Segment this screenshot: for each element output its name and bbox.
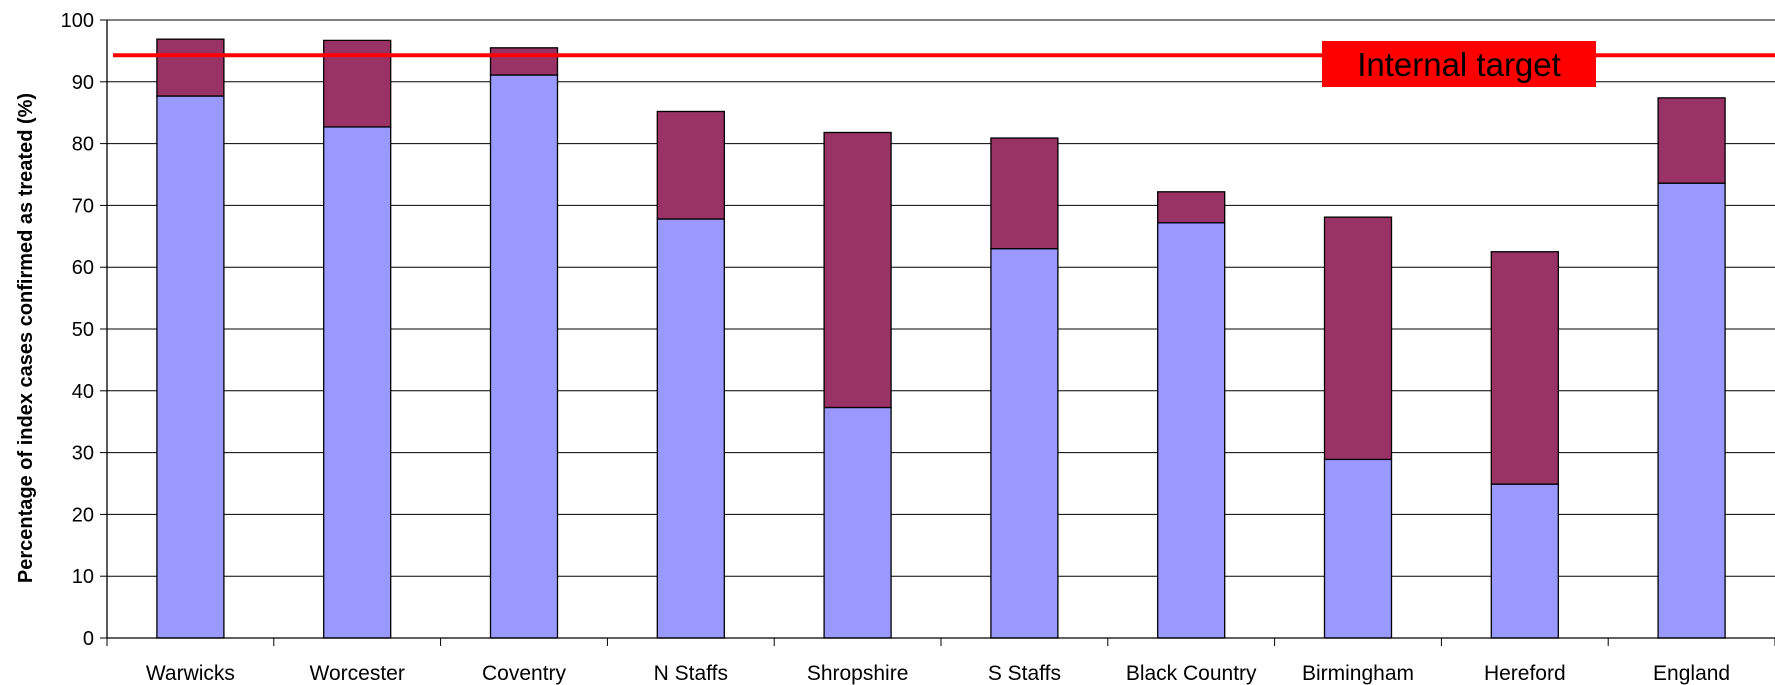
y-tick-label: 20: [72, 504, 94, 526]
bar-segment: [990, 137, 1059, 250]
y-axis-ticks: 0 10 20 30 40 50 60 70 80 90 100: [61, 10, 107, 650]
y-tick-label: 60: [72, 257, 94, 279]
y-tick-label: 100: [61, 10, 94, 32]
bar-segment: [823, 131, 892, 409]
category-label: Warwicks: [146, 662, 235, 685]
y-tick-label: 50: [72, 319, 94, 341]
y-tick-label: 40: [72, 381, 94, 403]
category-label: Shropshire: [807, 662, 909, 685]
bar-segment: [656, 218, 725, 639]
bar-segment: [323, 126, 392, 639]
y-axis-label: Percentage of index cases confirmed as t…: [15, 93, 37, 583]
bars: [156, 38, 1726, 639]
bar-segment: [1490, 251, 1559, 485]
target-label-box: [1322, 41, 1596, 87]
category-label: Worcester: [310, 662, 405, 685]
category-label: Coventry: [482, 662, 567, 685]
bar-segment: [1657, 182, 1726, 639]
category-label: England: [1653, 662, 1730, 685]
category-label: Birmingham: [1302, 662, 1414, 685]
y-tick-label: 30: [72, 443, 94, 465]
category-label: N Staffs: [654, 662, 728, 685]
bar-segment: [1490, 483, 1559, 639]
category-label: S Staffs: [988, 662, 1061, 685]
y-tick-label: 70: [72, 195, 94, 217]
y-tick-label: 90: [72, 72, 94, 94]
bar-segment: [1323, 216, 1393, 461]
category-label: Black Country: [1126, 662, 1257, 685]
bar-segment: [1657, 97, 1726, 184]
bar-segment: [990, 248, 1059, 639]
bar-segment: [156, 95, 225, 639]
bar-segment: [489, 74, 559, 639]
x-axis: Warwicks Worcester Coventry N Staffs Shropsh…: [106, 20, 1775, 685]
bar-segment: [1157, 222, 1226, 639]
y-tick-label: 0: [83, 628, 94, 650]
target-label: Internal target: [1357, 46, 1561, 83]
bar-segment: [489, 47, 559, 76]
bar-segment: [823, 406, 892, 639]
target-line-group: Internal target: [113, 41, 1775, 87]
category-label: Hereford: [1484, 662, 1566, 685]
y-tick-label: 10: [72, 566, 94, 588]
bar-segment: [1157, 191, 1226, 224]
y-tick-label: 80: [72, 134, 94, 156]
bar-segment: [1323, 458, 1393, 639]
bar-segment: [156, 38, 225, 97]
bar-segment: [656, 110, 725, 220]
